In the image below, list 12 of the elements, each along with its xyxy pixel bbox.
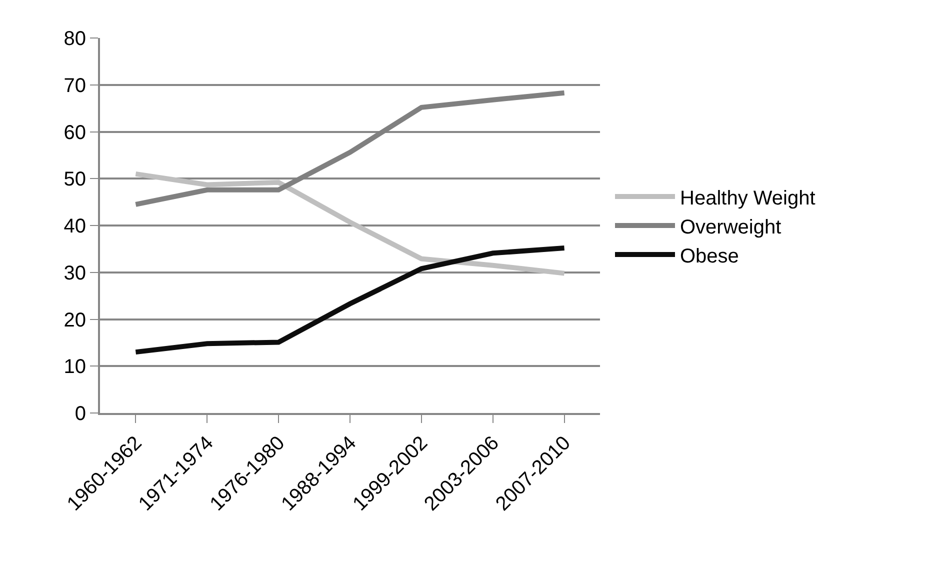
y-tick-label: 50 — [64, 168, 86, 191]
legend-label: Overweight — [680, 216, 782, 238]
y-tick-label: 40 — [64, 216, 86, 238]
y-tick-label: 30 — [64, 262, 86, 284]
y-tick-label: 20 — [64, 309, 86, 332]
legend-label: Obese — [680, 245, 739, 268]
y-tick-label: 60 — [64, 122, 86, 144]
y-tick-label: 70 — [64, 74, 86, 97]
y-tick-label: 0 — [74, 403, 86, 425]
y-tick-label: 10 — [64, 356, 86, 378]
y-tick-label: 80 — [64, 28, 86, 50]
legend-label: Healthy Weight — [680, 187, 816, 210]
